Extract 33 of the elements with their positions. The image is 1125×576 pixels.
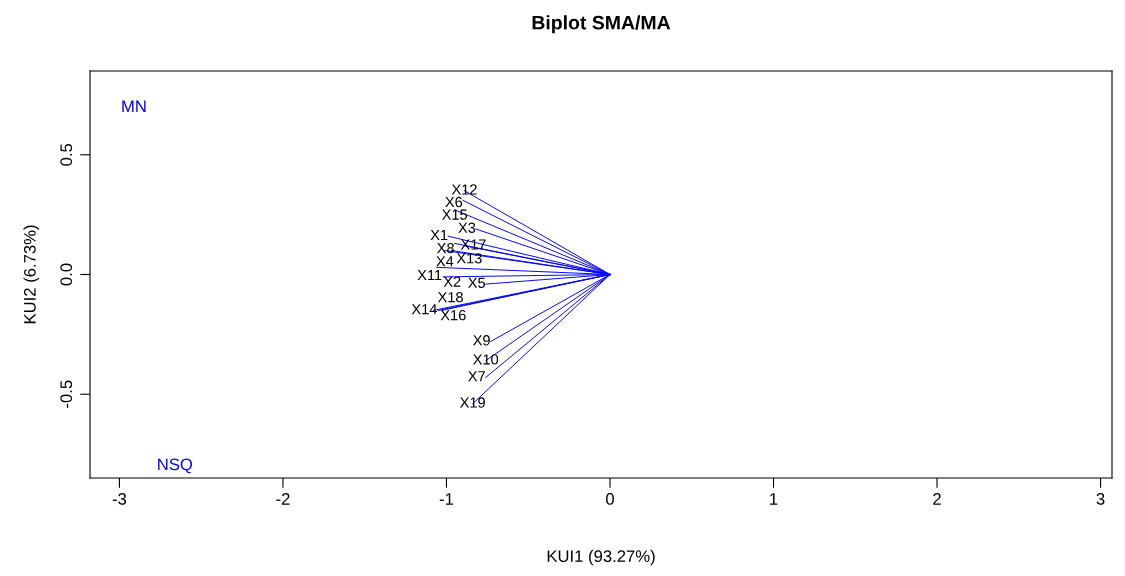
y-axis-title: KUI2 (6.73%): [23, 225, 40, 324]
x-axis-title: KUI1 (93.27%): [547, 549, 655, 566]
y-tick-label: 0.0: [60, 263, 73, 286]
series-label: X13: [456, 253, 482, 264]
x-tick-label: 2: [933, 493, 941, 505]
x-tick-label: -3: [112, 493, 127, 505]
series-label: X16: [440, 310, 466, 321]
series-label: X15: [442, 209, 468, 220]
x-tick-label: -2: [276, 493, 290, 505]
x-tick-label: 1: [770, 493, 778, 505]
annotation: NSQ: [158, 458, 193, 474]
series-label: X3: [458, 222, 476, 233]
y-tick-label: 0.5: [60, 143, 73, 166]
chart-title: Biplot SMA/MA: [532, 15, 671, 34]
series-label: X19: [459, 397, 485, 408]
x-tick-label: 3: [1096, 493, 1105, 505]
series-label: X1: [430, 229, 448, 240]
series-label: X5: [468, 277, 486, 288]
annotation: MN: [122, 100, 146, 112]
series-label: X7: [468, 371, 485, 382]
series-label: X12: [451, 184, 477, 195]
series-label: X14: [411, 304, 437, 315]
y-tick-label: -0.5: [60, 380, 73, 408]
series-label: X11: [417, 270, 442, 281]
x-tick-label: 0: [606, 493, 614, 505]
x-tick-label: -1: [439, 493, 454, 505]
series-label: X8: [437, 242, 454, 254]
series-label: X10: [473, 354, 499, 365]
series-label: X18: [437, 292, 463, 303]
series-label: X9: [473, 335, 490, 346]
series-label: X4: [436, 256, 454, 267]
series-label: X6: [445, 196, 463, 208]
series-label: X2: [443, 276, 461, 287]
